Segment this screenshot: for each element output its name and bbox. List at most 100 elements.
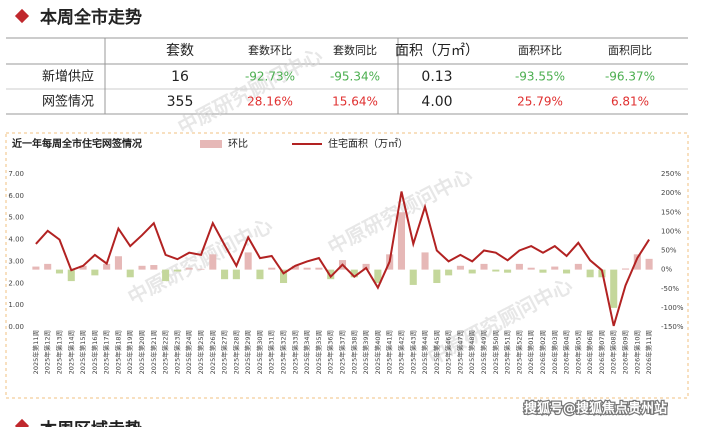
x-tick-label: 2026年第06周: [585, 330, 594, 374]
title-diamond: [14, 418, 30, 427]
bar: [173, 269, 181, 272]
x-tick-label: 2025年第45周: [432, 330, 441, 374]
y2-tick-label: 50%: [661, 247, 677, 255]
bar: [563, 269, 571, 274]
x-tick-label: 2025年第23周: [172, 330, 181, 374]
bar: [150, 265, 158, 270]
bar: [91, 269, 99, 276]
bar: [586, 269, 594, 278]
bar: [185, 267, 193, 270]
y-tick-label: 7.00: [8, 170, 24, 178]
bar: [539, 269, 547, 273]
bar: [397, 212, 405, 270]
x-tick-label: 2025年第49周: [479, 330, 488, 374]
x-tick-label: 2025年第40周: [373, 330, 382, 374]
legend-label: 环比: [228, 138, 248, 150]
table-header: 套数同比: [333, 44, 377, 57]
x-tick-label: 2026年第03周: [550, 330, 559, 374]
bar: [480, 263, 488, 270]
table-header: 面积环比: [518, 44, 562, 57]
x-tick-label: 2025年第43周: [408, 330, 417, 374]
x-tick-label: 2025年第37周: [338, 330, 347, 374]
bar: [492, 269, 500, 272]
y-tick-label: 2.00: [8, 279, 24, 287]
table-cell: -96.37%: [605, 70, 655, 84]
x-tick-label: 2025年第12周: [43, 330, 52, 374]
row-label: 新增供应: [42, 69, 94, 85]
x-tick-label: 2025年第51周: [503, 330, 512, 374]
y-tick-label: 3.00: [8, 257, 24, 265]
x-tick-label: 2025年第33周: [290, 330, 299, 374]
bar: [126, 269, 134, 278]
table-header: 面积（万㎡）: [395, 43, 479, 59]
bar: [610, 269, 618, 308]
table-cell: 6.81%: [611, 95, 649, 109]
table-cell: 28.16%: [247, 95, 293, 109]
y2-tick-label: -100%: [661, 304, 684, 312]
bar: [468, 269, 476, 274]
x-tick-label: 2026年第04周: [562, 330, 571, 374]
x-tick-label: 2025年第20周: [137, 330, 146, 374]
x-tick-label: 2026年第10周: [632, 330, 641, 374]
bar: [291, 265, 299, 270]
bar: [221, 269, 229, 280]
bar: [67, 269, 75, 282]
legend-label: 住宅面积（万㎡）: [328, 137, 408, 150]
y-tick-label: 6.00: [8, 192, 24, 200]
footer-watermark: 搜狐号@搜狐焦点贵州站: [524, 401, 667, 417]
bar: [327, 269, 335, 280]
bar: [445, 269, 453, 276]
y2-tick-label: -50%: [661, 285, 679, 293]
bar: [315, 267, 323, 270]
x-tick-label: 2025年第21周: [149, 330, 158, 374]
x-tick-label: 2025年第28周: [231, 330, 240, 374]
y-tick-label: 4.00: [8, 236, 24, 244]
chart-title: 近一年每周全市住宅网签情况: [12, 137, 142, 150]
y2-tick-label: -150%: [661, 323, 684, 331]
x-tick-label: 2025年第24周: [184, 330, 193, 374]
x-tick-label: 2025年第38周: [349, 330, 358, 374]
next-section-title: 本周区域走势: [40, 419, 142, 427]
table-cell: 25.79%: [517, 95, 563, 109]
bar: [138, 265, 146, 270]
x-tick-label: 2025年第26周: [208, 330, 217, 374]
bar: [162, 269, 170, 282]
x-tick-label: 2025年第46周: [444, 330, 453, 374]
bar: [32, 266, 40, 270]
x-tick-label: 2025年第52周: [514, 330, 523, 374]
x-tick-label: 2026年第09周: [621, 330, 630, 374]
x-tick-label: 2025年第17周: [102, 330, 111, 374]
table-cell: -92.73%: [245, 70, 295, 84]
bar: [504, 269, 512, 273]
bar: [633, 254, 641, 270]
bar: [645, 258, 653, 270]
bar: [55, 269, 64, 274]
y2-tick-label: 100%: [661, 227, 681, 235]
bar: [409, 269, 417, 285]
line-series: [35, 191, 650, 327]
x-tick-label: 2025年第15周: [78, 330, 87, 374]
bar: [197, 268, 205, 270]
table-cell: 355: [167, 94, 194, 110]
x-tick-label: 2025年第42周: [396, 330, 405, 374]
x-tick-label: 2025年第50周: [491, 330, 500, 374]
y2-tick-label: 200%: [661, 189, 681, 197]
x-tick-label: 2025年第39周: [361, 330, 370, 374]
bar: [232, 269, 240, 280]
table-header: 套数环比: [248, 44, 292, 57]
x-tick-label: 2025年第13周: [54, 330, 63, 374]
y2-tick-label: 150%: [661, 208, 681, 216]
x-tick-label: 2025年第32周: [279, 330, 288, 374]
y-tick-label: 0.00: [8, 323, 24, 331]
x-tick-label: 2026年第08周: [609, 330, 618, 374]
bar: [103, 263, 111, 270]
bar: [280, 269, 288, 284]
table-header: 面积同比: [608, 44, 652, 57]
table-cell: 15.64%: [332, 95, 378, 109]
table-cell: 0.13: [421, 69, 452, 85]
table-cell: 16: [171, 69, 189, 85]
bar: [350, 269, 358, 278]
